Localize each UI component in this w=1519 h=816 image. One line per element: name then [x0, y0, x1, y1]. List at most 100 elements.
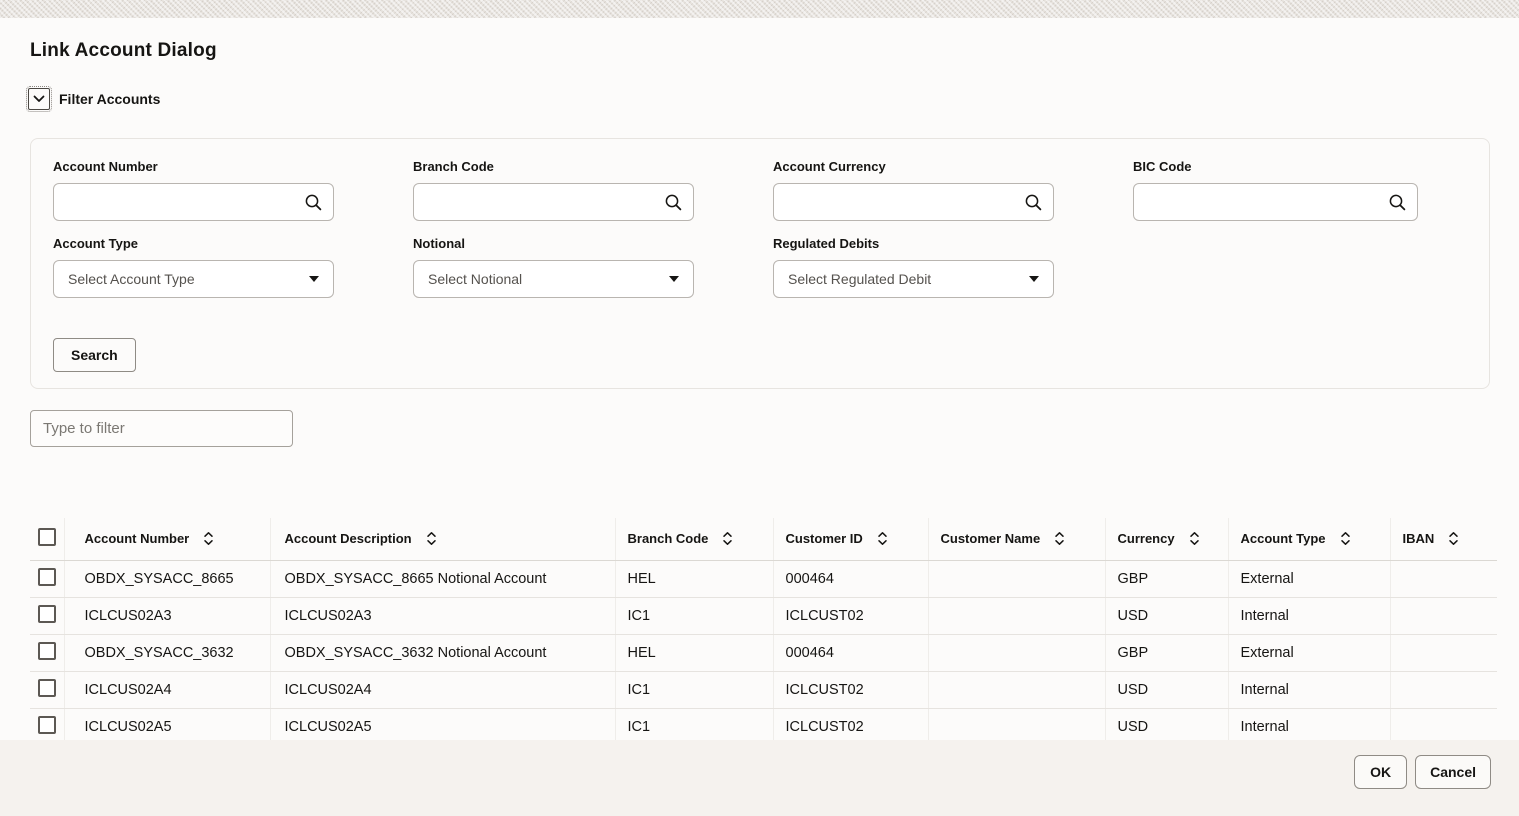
cell-branch_code: IC1 [615, 708, 774, 740]
ok-button[interactable]: OK [1354, 755, 1408, 789]
cell-customer_id: ICLCUST02 [773, 597, 929, 635]
table-row: OBDX_SYSACC_8665 OBDX_SYSACC_8665 Notiona… [30, 560, 1497, 598]
cell-customer_name [928, 708, 1106, 740]
cell-customer_name [928, 560, 1106, 598]
notional-field: Notional Select Notional [413, 236, 694, 298]
sort-updown-icon[interactable] [203, 531, 214, 546]
search-icon[interactable] [664, 193, 683, 212]
cell-iban [1390, 597, 1497, 635]
cell-account_number: ICLCUS02A3 [64, 597, 271, 635]
cell-account_type: External [1228, 560, 1391, 598]
account-currency-search-box [773, 183, 1054, 221]
cell-branch_code: IC1 [615, 597, 774, 635]
table-row: ICLCUS02A5 ICLCUS02A5 IC1 ICLCUST02 USD Inter… [30, 708, 1497, 740]
search-icon[interactable] [1388, 193, 1407, 212]
sort-updown-icon[interactable] [1189, 531, 1200, 546]
regulated-debits-select[interactable]: Select Regulated Debit [773, 260, 1054, 298]
cell-currency: GBP [1105, 634, 1229, 672]
sort-updown-icon[interactable] [1340, 531, 1351, 546]
cell-account_number: OBDX_SYSACC_3632 [64, 634, 271, 672]
cell-account_number: ICLCUS02A5 [64, 708, 271, 740]
column-header-currency: Currency [1105, 518, 1229, 561]
cell-customer_id: ICLCUST02 [773, 708, 929, 740]
cell-customer_id: ICLCUST02 [773, 671, 929, 709]
type-to-filter-input[interactable] [30, 410, 293, 447]
bic-code-input[interactable] [1144, 184, 1388, 220]
cell-account_type: External [1228, 634, 1391, 672]
sort-updown-icon[interactable] [426, 531, 437, 546]
row-select-cell [30, 671, 65, 709]
row-checkbox[interactable] [38, 641, 56, 660]
search-icon[interactable] [304, 193, 323, 212]
account-type-select[interactable]: Select Account Type [53, 260, 334, 298]
notional-selected-value: Select Notional [428, 271, 523, 287]
select-all-checkbox[interactable] [38, 528, 56, 547]
cell-customer_id: 000464 [773, 560, 929, 598]
column-label: Account Number [84, 531, 190, 547]
branch-code-field: Branch Code [413, 159, 694, 221]
column-header-customer_id: Customer ID [773, 518, 929, 561]
cancel-button[interactable]: Cancel [1415, 755, 1491, 789]
cell-account_type: Internal [1228, 597, 1391, 635]
column-header-branch_code: Branch Code [615, 518, 774, 561]
cell-iban [1390, 671, 1497, 709]
column-label: Account Description [284, 531, 412, 547]
account-type-label: Account Type [53, 236, 138, 251]
column-label: IBAN [1402, 531, 1435, 547]
row-checkbox[interactable] [38, 678, 56, 697]
row-checkbox[interactable] [38, 604, 56, 623]
cell-customer_name [928, 634, 1106, 672]
search-button[interactable]: Search [53, 338, 136, 372]
dialog-footer: OK Cancel [0, 740, 1519, 816]
filter-panel: Account Number Branch Code Account Curre… [30, 138, 1490, 389]
bic-code-search-box [1133, 183, 1418, 221]
row-select-cell [30, 560, 65, 598]
cell-branch_code: HEL [615, 560, 774, 598]
column-label: Customer ID [785, 531, 863, 547]
row-select-cell [30, 634, 65, 672]
filter-accounts-toggle-row: Filter Accounts [26, 86, 160, 112]
row-checkbox[interactable] [38, 567, 56, 586]
column-header-account_number: Account Number [64, 518, 271, 561]
regulated-debits-label: Regulated Debits [773, 236, 880, 251]
notional-select[interactable]: Select Notional [413, 260, 694, 298]
cell-branch_code: IC1 [615, 671, 774, 709]
cell-account_description: ICLCUS02A4 [270, 671, 616, 709]
sort-updown-icon[interactable] [722, 531, 733, 546]
bic-code-field: BIC Code [1133, 159, 1418, 221]
cell-currency: USD [1105, 708, 1229, 740]
sort-updown-icon[interactable] [877, 531, 888, 546]
regulated-debits-field: Regulated Debits Select Regulated Debit [773, 236, 1054, 298]
branch-code-input[interactable] [424, 184, 664, 220]
account-currency-input[interactable] [784, 184, 1024, 220]
sort-updown-icon[interactable] [1054, 531, 1065, 546]
account-number-field: Account Number [53, 159, 334, 221]
cell-iban [1390, 708, 1497, 740]
cell-account_type: Internal [1228, 671, 1391, 709]
row-select-cell [30, 708, 65, 740]
cell-account_type: Internal [1228, 708, 1391, 740]
cell-account_description: OBDX_SYSACC_8665 Notional Account [270, 560, 616, 598]
sort-updown-icon[interactable] [1448, 531, 1459, 546]
search-icon[interactable] [1024, 193, 1043, 212]
row-checkbox[interactable] [38, 715, 56, 734]
column-label: Branch Code [627, 531, 709, 547]
cell-account_number: OBDX_SYSACC_8665 [64, 560, 271, 598]
account-currency-field: Account Currency [773, 159, 1054, 221]
cell-iban [1390, 560, 1497, 598]
cell-currency: USD [1105, 671, 1229, 709]
page-background-texture [0, 0, 1519, 18]
column-label: Customer Name [940, 531, 1041, 547]
column-label: Account Type [1240, 531, 1326, 547]
account-type-field: Account Type Select Account Type [53, 236, 334, 298]
caret-down-icon [309, 276, 319, 282]
cell-branch_code: HEL [615, 634, 774, 672]
notional-label: Notional [413, 236, 465, 251]
filter-collapse-button[interactable] [26, 86, 52, 112]
table-row: ICLCUS02A4 ICLCUS02A4 IC1 ICLCUST02 USD Inter… [30, 671, 1497, 709]
column-header-customer_name: Customer Name [928, 518, 1106, 561]
cell-customer_name [928, 671, 1106, 709]
caret-down-icon [669, 276, 679, 282]
account-number-input[interactable] [64, 184, 304, 220]
caret-down-icon [1029, 276, 1039, 282]
